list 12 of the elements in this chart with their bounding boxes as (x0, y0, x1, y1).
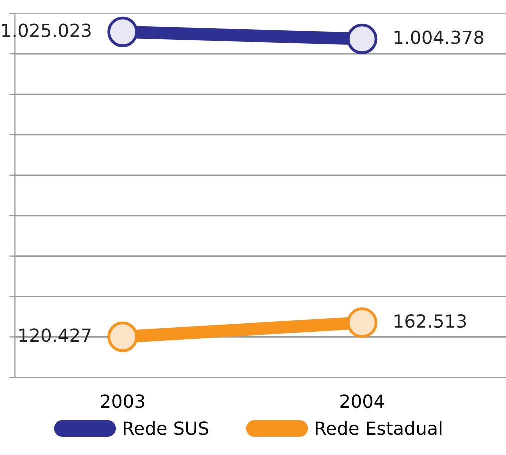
data-label: 1.025.023 (2, 24, 91, 38)
legend-label: Rede SUS (124, 421, 209, 436)
point (108, 16, 138, 48)
x-tick-label: 2004 (340, 394, 384, 408)
x-tick-label: 2003 (101, 394, 144, 408)
legend-label: Rede Estadual (316, 421, 442, 436)
point (347, 24, 378, 54)
point (108, 322, 138, 352)
data-label: 162.513 (394, 314, 466, 328)
data-label: 1.004.378 (394, 30, 484, 44)
point (347, 308, 378, 338)
data-label: 120.427 (20, 328, 91, 342)
